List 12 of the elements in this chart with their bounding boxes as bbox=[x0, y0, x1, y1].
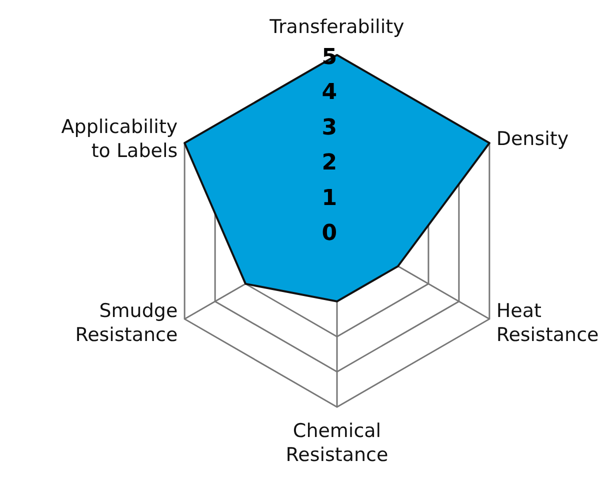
spoke-label: Chemical Resistance bbox=[286, 420, 388, 466]
y-tick-label: 2 bbox=[322, 150, 337, 176]
y-tick-label: 1 bbox=[322, 186, 337, 211]
spoke-label: Applicability to Labels bbox=[61, 116, 178, 162]
y-tick-label: 4 bbox=[322, 80, 337, 106]
y-tick-label: 5 bbox=[322, 45, 337, 70]
spoke-label: Density bbox=[496, 128, 569, 150]
y-tick-label: 0 bbox=[322, 221, 337, 246]
spoke-label: Transferability bbox=[268, 16, 404, 38]
spoke-label: Heat Resistance bbox=[496, 300, 599, 346]
y-tick-label: 3 bbox=[322, 115, 337, 140]
spoke-label: Smudge Resistance bbox=[75, 300, 178, 346]
